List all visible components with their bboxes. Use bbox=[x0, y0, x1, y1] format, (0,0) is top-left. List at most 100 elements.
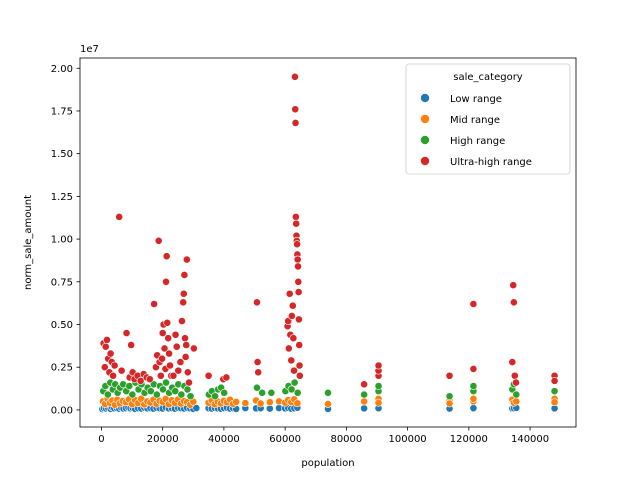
legend-title: sale_category bbox=[453, 72, 523, 83]
data-point bbox=[288, 301, 297, 310]
data-point bbox=[166, 361, 174, 370]
data-point bbox=[469, 404, 478, 412]
data-point bbox=[294, 277, 303, 286]
data-point bbox=[156, 371, 165, 380]
data-point bbox=[101, 342, 110, 351]
legend: sale_category Low range Mid range High ran… bbox=[405, 63, 571, 175]
data-point bbox=[374, 382, 383, 390]
data-point bbox=[258, 388, 267, 397]
data-point bbox=[220, 388, 229, 397]
data-point bbox=[508, 358, 517, 366]
data-point bbox=[360, 404, 369, 413]
legend-label: Mid range bbox=[450, 115, 500, 126]
series-ultra-high-range bbox=[99, 72, 559, 389]
data-point bbox=[253, 298, 261, 307]
data-point bbox=[185, 378, 193, 387]
x-tick-label: 40000 bbox=[208, 434, 240, 445]
data-point bbox=[174, 366, 183, 375]
data-point bbox=[178, 317, 186, 325]
data-point bbox=[291, 119, 300, 127]
legend-entries: Low range Mid range High range Ultra-high r… bbox=[420, 93, 532, 168]
y-tick-label: 1.25 bbox=[51, 192, 73, 203]
data-point bbox=[103, 335, 111, 344]
y-tick-label: 2.00 bbox=[51, 64, 73, 75]
y-axis: 0.00 0.25 0.50 0.75 1.00 1.25 1.50 1.75 2.00 bbox=[51, 64, 80, 416]
data-point bbox=[293, 255, 302, 264]
data-point bbox=[162, 378, 170, 387]
data-point bbox=[287, 356, 296, 365]
data-point bbox=[182, 341, 191, 349]
x-axis-label: population bbox=[301, 458, 354, 469]
data-point bbox=[360, 390, 369, 399]
legend-label: High range bbox=[450, 136, 505, 147]
legend-marker bbox=[420, 93, 430, 103]
data-point bbox=[360, 397, 369, 406]
data-point bbox=[179, 298, 188, 307]
data-point bbox=[222, 373, 231, 382]
data-point bbox=[291, 212, 300, 221]
data-point bbox=[267, 388, 276, 397]
plot-frame bbox=[79, 57, 577, 428]
y-tick-label: 0.25 bbox=[51, 363, 73, 374]
data-point bbox=[172, 342, 181, 351]
data-point bbox=[100, 363, 109, 372]
data-point bbox=[115, 212, 124, 221]
data-point bbox=[265, 398, 274, 407]
data-point bbox=[183, 385, 192, 394]
data-point bbox=[152, 390, 161, 399]
data-point bbox=[186, 392, 195, 401]
data-point bbox=[164, 334, 173, 343]
data-point bbox=[145, 375, 154, 384]
data-point bbox=[171, 330, 180, 339]
data-point bbox=[469, 382, 478, 390]
data-point bbox=[159, 385, 167, 394]
data-point bbox=[293, 388, 302, 397]
series-high-range bbox=[99, 378, 559, 401]
x-tick-label: 60000 bbox=[269, 434, 301, 445]
data-point bbox=[374, 398, 383, 407]
data-point bbox=[290, 366, 298, 375]
data-point bbox=[171, 387, 180, 396]
data-point bbox=[204, 371, 213, 380]
data-point bbox=[128, 390, 137, 399]
data-point bbox=[294, 288, 303, 296]
data-point bbox=[180, 271, 189, 279]
legend-marker bbox=[420, 135, 430, 145]
data-point bbox=[253, 358, 262, 366]
data-point bbox=[290, 378, 299, 387]
data-point bbox=[181, 334, 189, 343]
data-point bbox=[293, 240, 301, 249]
x-tick-label: 140000 bbox=[511, 434, 549, 445]
data-point bbox=[183, 368, 192, 377]
data-point bbox=[241, 399, 250, 407]
data-point bbox=[550, 398, 559, 407]
data-point bbox=[445, 371, 454, 380]
data-point bbox=[291, 105, 300, 114]
y-tick-label: 0.50 bbox=[51, 320, 73, 331]
data-point bbox=[122, 329, 131, 337]
data-point bbox=[106, 349, 115, 358]
data-point bbox=[192, 404, 201, 412]
data-point bbox=[445, 392, 454, 401]
x-tick-label: 20000 bbox=[147, 434, 179, 445]
data-point bbox=[117, 366, 126, 375]
data-point bbox=[550, 387, 559, 396]
x-tick-label: 80000 bbox=[330, 434, 362, 445]
data-point bbox=[110, 361, 119, 370]
data-point bbox=[189, 344, 198, 353]
data-point bbox=[158, 329, 167, 337]
data-point bbox=[162, 277, 170, 286]
y-offset-text: 1e7 bbox=[80, 44, 99, 55]
data-point bbox=[469, 300, 478, 308]
y-tick-label: 1.75 bbox=[51, 106, 73, 117]
data-point bbox=[285, 289, 294, 298]
legend-marker bbox=[420, 114, 430, 124]
data-point bbox=[146, 387, 155, 396]
data-point bbox=[150, 300, 158, 308]
data-point bbox=[109, 371, 117, 380]
data-point bbox=[136, 376, 145, 385]
data-point bbox=[176, 358, 185, 366]
data-point bbox=[295, 361, 304, 370]
x-tick-label: 0 bbox=[98, 434, 104, 445]
